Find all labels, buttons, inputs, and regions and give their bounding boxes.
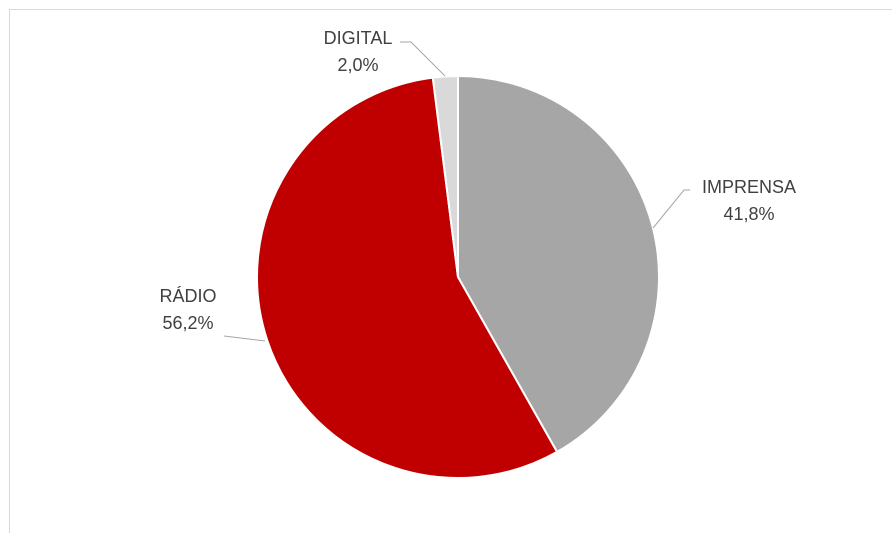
pie-slice-radio [256, 76, 559, 479]
label-imprensa-name: IMPRENSA [702, 177, 796, 197]
leader-line-radio [223, 335, 266, 342]
leader-line-imprensa [652, 189, 690, 229]
label-digital-value: 2,0% [337, 55, 378, 75]
pie-slice-digital [431, 74, 459, 278]
label-radio-name: RÁDIO [159, 286, 216, 306]
pie-slice-imprensa [457, 74, 660, 454]
leader-line-digital [400, 41, 446, 77]
label-imprensa-value: 41,8% [723, 204, 774, 224]
label-radio-value: 56,2% [162, 313, 213, 333]
label-digital-name: DIGITAL [324, 28, 393, 48]
chart-area [9, 9, 892, 533]
